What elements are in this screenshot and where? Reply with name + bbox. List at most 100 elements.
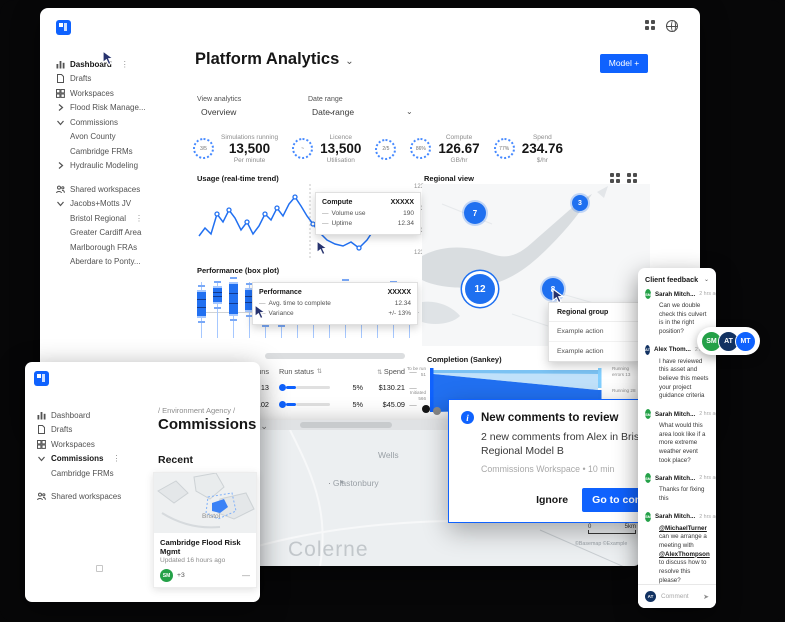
chevron-down-icon[interactable] [56,199,65,208]
chevron-down-icon[interactable] [37,454,46,463]
kpi-row: 3/5 Simulations running 13,500 Per minute ~ L… [193,126,653,172]
send-icon[interactable]: ➤ [703,593,709,601]
notification-body: 2 new comments from Alex in Bristol Regi… [481,431,651,457]
app-logo-icon[interactable] [34,371,49,386]
map-cluster-marker[interactable]: 12 [465,274,495,304]
chevron-right-icon[interactable] [56,161,65,170]
view-analytics-label: View analytics [197,96,242,103]
column-spend[interactable]: ⇅ Spend [377,366,405,376]
recent-model-card[interactable]: Bristol Cambridge Flood Risk Mgmt Update… [153,472,257,588]
map-scale-bar: 0 5km [588,524,636,534]
context-menu-item[interactable]: Example action [549,341,639,361]
row-overflow-icon[interactable]: — [409,383,417,392]
sidebar-item-hydraulic-modeling[interactable]: Hydraulic Modeling [56,159,186,174]
sidebar-item-drafts[interactable]: Drafts [37,423,149,438]
app-logo-icon[interactable] [56,20,71,35]
card-overflow-icon[interactable]: — [242,571,250,580]
card-updated: Updated 16 hours ago [160,557,226,565]
gauge-icon: 86% [410,138,432,160]
horizontal-scrollbar[interactable] [265,353,405,359]
models-table-row[interactable]: 13 5% $130.21— [243,379,435,396]
title-chevron-icon[interactable]: ⌄ [345,56,354,67]
map-cluster-marker[interactable]: 8 [542,278,564,300]
chevron-down-icon[interactable]: ⌄ [703,277,709,283]
map-control-button[interactable] [422,405,430,413]
sidebar-item-cambridge-frms[interactable]: Cambridge FRMs [51,468,114,478]
sidebar-item-aberdare-to-ponty[interactable]: Aberdare to Ponty... [70,257,141,267]
overflow-menu-icon[interactable]: ⋮ [120,59,129,69]
overflow-menu-icon[interactable]: ⋮ [112,454,121,464]
comment-composer[interactable]: AT Comment ➤ [638,584,716,608]
chevron-right-icon[interactable] [56,103,65,112]
context-menu-item[interactable]: Example action [557,328,604,335]
grid-icon [56,88,65,98]
page-title: Platform Analytics ⌄ [195,50,354,68]
sidebar-item-dashboard[interactable]: Dashboard ⋮ [56,57,186,72]
chevron-down-icon[interactable] [56,118,65,127]
row-overflow-icon[interactable]: — [409,400,417,409]
collapse-icon[interactable] [96,565,103,572]
sidebar-item-bristol-regional[interactable]: Bristol Regional ⋮ [70,213,144,223]
avatar: SM [645,473,651,484]
globe-icon[interactable] [666,20,678,32]
date-select-chevron-icon[interactable]: ⌄ [406,107,413,116]
layout-grid-icon[interactable] [610,173,621,184]
models-table-row[interactable]: 102 5% $45.09— [243,396,435,413]
column-runs[interactable]: Runs [251,366,269,376]
map-cluster-marker[interactable]: 3 [572,195,588,211]
ignore-button[interactable]: Ignore [536,494,569,506]
sidebar-item-commissions[interactable]: Commissions [56,115,186,130]
usage-tooltip: Compute XXXXX — Volume use 190 — Uptime 12.34 [315,192,421,235]
sidebar-item-commissions[interactable]: Commissions ⋮ [37,452,149,467]
sidebar-item-drafts[interactable]: Drafts [56,72,186,87]
run-toggle[interactable] [279,384,330,391]
collaborator-avatars[interactable]: SM AT MT [697,327,760,355]
sankey-left-label-bottom: Initiated 566 [409,390,426,401]
avatar: SM [645,409,651,420]
sidebar-item-greater-cardiff-area[interactable]: Greater Cardiff Area [70,228,142,238]
view-select-chevron-icon[interactable]: ⌄ [328,107,335,116]
commissions-window: Dashboard Drafts Workspaces Commissions ⋮ Cam… [25,362,268,602]
sidebar-item-workspaces[interactable]: Workspaces [56,86,186,101]
breadcrumb[interactable]: / Environment Agency / [158,406,236,415]
map-scrollbar-thumb[interactable] [300,422,392,428]
sankey-title: Completion (Sankey) [427,355,502,364]
avatar[interactable]: SM [160,569,173,582]
title-chevron-icon[interactable]: ⌄ [260,421,268,431]
box-plot-column [213,276,222,340]
sidebar-item-shared-workspaces[interactable]: Shared workspaces [37,490,149,505]
model-add-button[interactable]: Model + [600,54,648,73]
sidebar-item-flood-risk-manage[interactable]: Flood Risk Manage... [56,101,186,116]
run-toggle[interactable] [279,401,330,408]
sidebar-item-dashboard[interactable]: Dashboard [37,408,149,423]
comment-input[interactable]: Comment [661,593,689,600]
map-cluster-marker[interactable]: 7 [464,202,486,224]
sidebar-item-avon-county[interactable]: Avon County [70,132,116,142]
app-switcher-icon[interactable] [645,20,656,31]
mention-link[interactable]: @MichaelTurner [659,524,707,532]
view-analytics-select[interactable]: Overview [201,107,237,117]
commissions-title: Commissions ⌄ [158,416,268,433]
sidebar-item-jacobs-motts-jv[interactable]: Jacobs+Motts JV [56,197,186,212]
sidebar-item-workspaces[interactable]: Workspaces [37,437,149,452]
avatar-mt[interactable]: MT [735,330,756,352]
date-range-select[interactable]: Date range [312,107,355,117]
gauge-icon: 3/5 [193,138,214,160]
regional-map[interactable]: 7 3 12 8 Regional group Example action E… [422,184,650,362]
sidebar-item-cambridge-frms[interactable]: Cambridge FRMs [70,146,133,156]
map-control-button[interactable] [433,407,441,415]
models-table-header: Runs Run status ⇅ ⇅ Spend — [243,363,435,379]
overflow-menu-icon[interactable]: ⋮ [135,213,144,223]
mention-link[interactable]: @AlexThompson [659,550,710,558]
avatar: AT [645,344,651,355]
row-overflow-icon[interactable]: — [409,366,417,376]
column-run-status[interactable]: Run status ⇅ [279,366,322,376]
layout-grid-icon[interactable] [627,173,638,184]
sidebar-item-marlborough-fras[interactable]: Marlborough FRAs [70,242,138,252]
sidebar-item-shared-workspaces[interactable]: Shared workspaces [56,182,186,197]
